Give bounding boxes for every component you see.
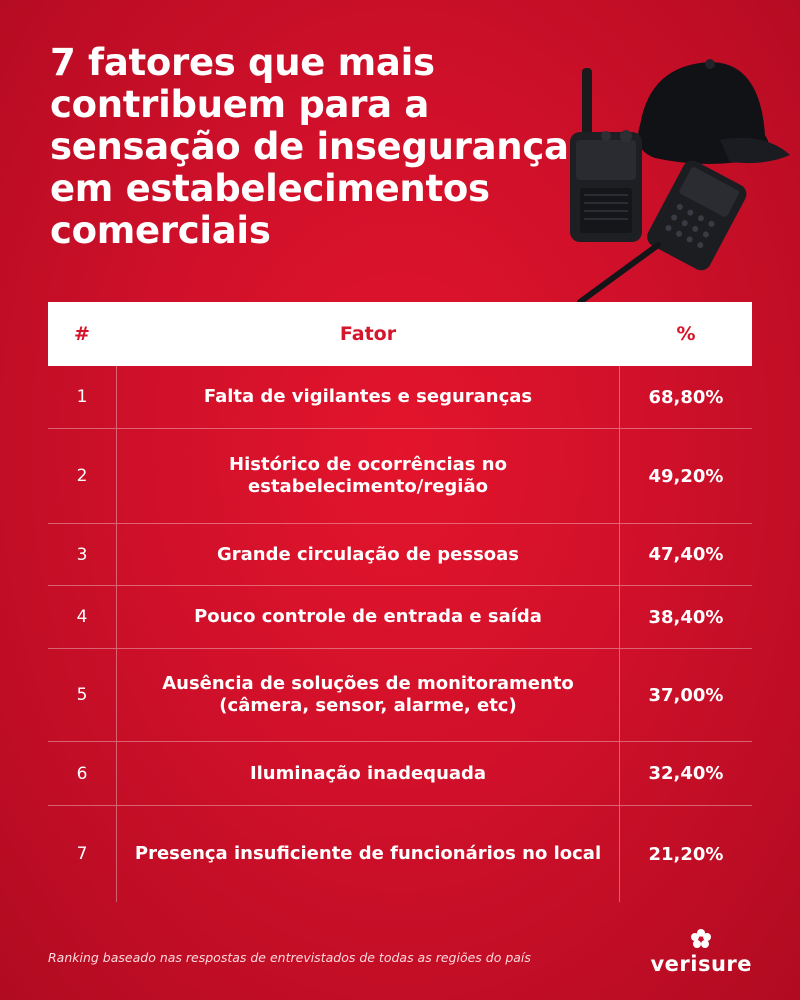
row-pct: 47,40% <box>648 544 724 565</box>
header-rank: # <box>74 323 90 345</box>
row-pct: 21,20% <box>648 843 724 865</box>
table-row: 2 Histórico de ocorrências no estabeleci… <box>48 429 752 524</box>
row-pct: 37,00% <box>648 684 724 706</box>
table-row: 5 Ausência de soluções de monitoramento … <box>48 649 752 742</box>
table-row: 3 Grande circulação de pessoas 47,40% <box>48 524 752 586</box>
walkie-talkie-and-cap-icon <box>570 59 790 305</box>
row-factor: Grande circulação de pessoas <box>116 524 620 585</box>
row-rank: 6 <box>76 763 88 784</box>
page-title: 7 fatores que mais contribuem para a sen… <box>50 41 569 252</box>
row-factor: Presença insuficiente de funcionários no… <box>116 806 620 902</box>
brand-name: verisure <box>650 952 752 976</box>
row-rank: 5 <box>76 685 88 705</box>
row-factor: Pouco controle de entrada e saída <box>116 586 620 648</box>
row-pct: 32,40% <box>648 763 724 784</box>
row-factor: Ausência de soluções de monitoramento (c… <box>116 649 620 741</box>
table-row: 6 Iluminação inadequada 32,40% <box>48 742 752 806</box>
brand-logo: verisure <box>650 928 752 976</box>
row-pct: 49,20% <box>648 465 724 487</box>
row-pct: 38,40% <box>648 606 724 628</box>
factors-table: # Fator % 1 Falta de vigilantes e segura… <box>48 302 752 902</box>
table-header: # Fator % <box>48 302 752 366</box>
table-row: 4 Pouco controle de entrada e saída 38,4… <box>48 586 752 649</box>
header-pct: % <box>676 323 696 345</box>
row-rank: 4 <box>76 607 88 627</box>
table-row: 1 Falta de vigilantes e seguranças 68,80… <box>48 366 752 429</box>
row-factor: Falta de vigilantes e seguranças <box>116 366 620 428</box>
row-rank: 3 <box>76 544 88 565</box>
table-row: 7 Presença insuficiente de funcionários … <box>48 806 752 902</box>
row-rank: 2 <box>76 466 88 486</box>
header-factor: Fator <box>339 323 397 345</box>
footnote: Ranking baseado nas respostas de entrevi… <box>48 950 531 965</box>
row-rank: 1 <box>76 387 88 407</box>
verisure-flower-icon <box>691 929 712 948</box>
row-factor: Histórico de ocorrências no estabelecime… <box>116 429 620 523</box>
row-pct: 68,80% <box>648 386 724 408</box>
row-rank: 7 <box>76 844 88 864</box>
row-factor: Iluminação inadequada <box>116 742 620 805</box>
